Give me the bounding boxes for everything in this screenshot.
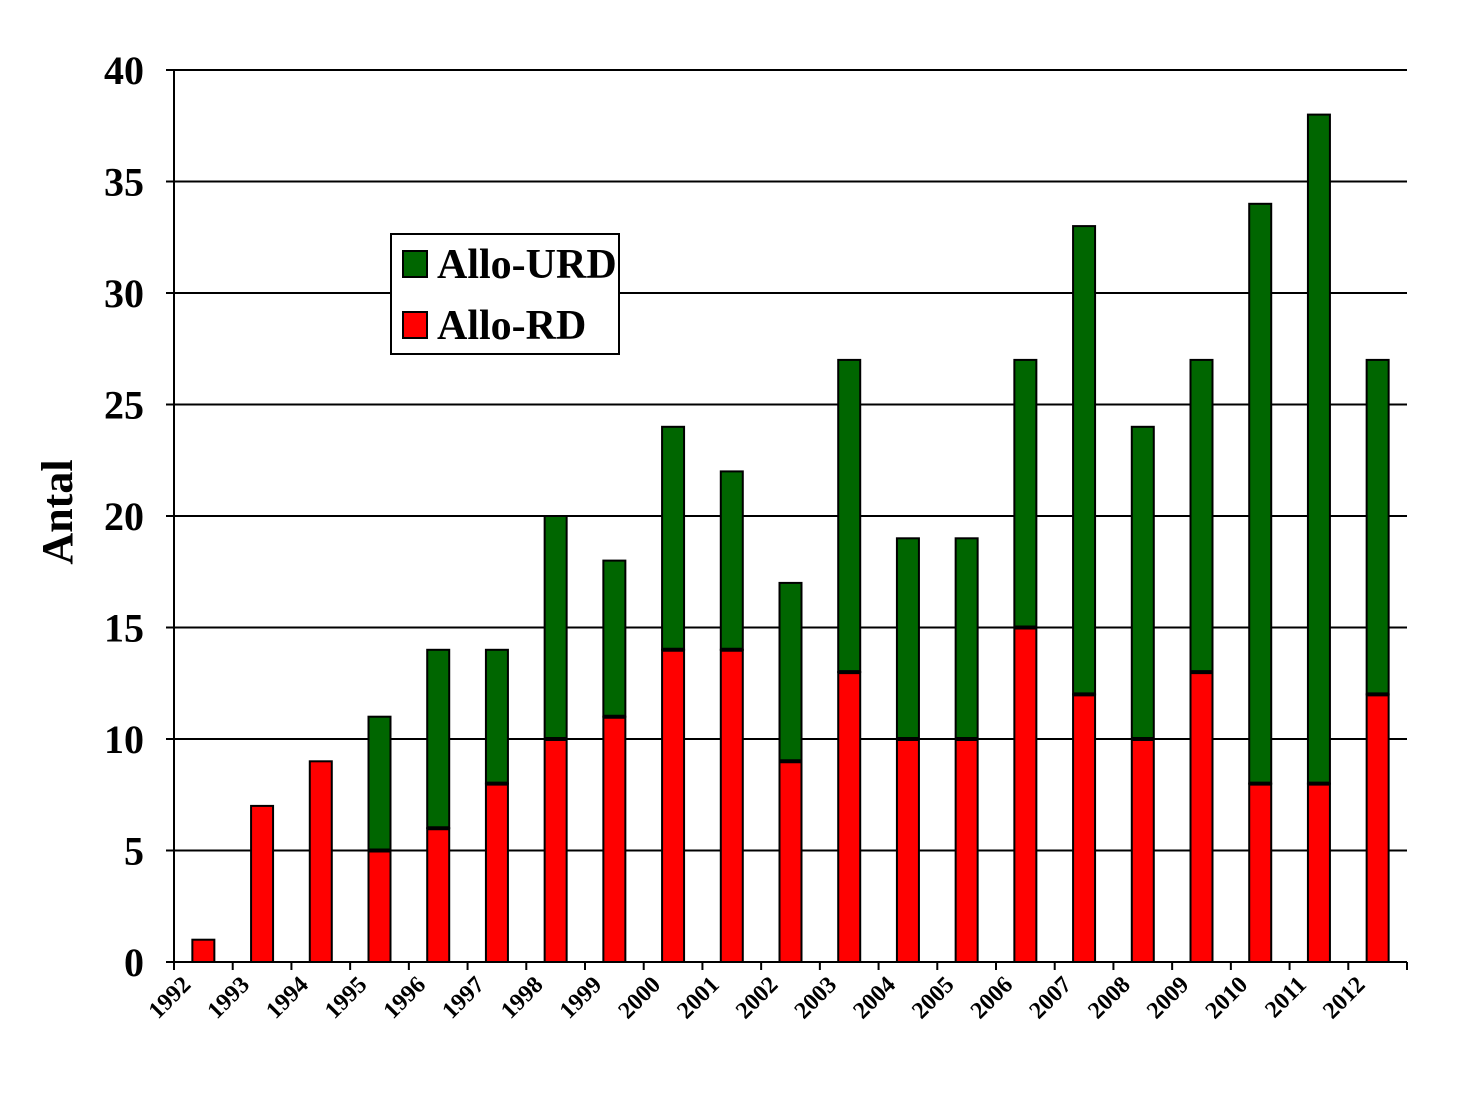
bar-allo-rd-1997 — [484, 782, 509, 963]
x-tick-label: 2009 — [1142, 972, 1194, 1024]
bar-allo-rd-2007 — [1072, 693, 1097, 964]
bar-allo-urd-2000 — [661, 425, 686, 651]
legend-swatch-allo-rd — [402, 311, 428, 339]
bar-allo-rd-1999 — [602, 715, 627, 964]
y-tick-label: 5 — [124, 829, 144, 874]
x-tick-label: 2004 — [848, 972, 900, 1024]
bar-allo-rd-2011 — [1306, 782, 1331, 963]
bar-allo-urd-2004 — [895, 537, 920, 740]
bar-allo-rd-1998 — [543, 738, 568, 963]
legend-label-allo-urd: Allo-URD — [437, 242, 617, 288]
y-tick-label: 10 — [104, 717, 144, 762]
bar-allo-rd-1994 — [308, 760, 333, 963]
x-tick-label: 2001 — [672, 972, 724, 1024]
x-tick-label: 1999 — [555, 972, 607, 1024]
x-tick-label: 2000 — [614, 972, 666, 1024]
bar-allo-urd-2006 — [1013, 358, 1038, 629]
x-tick-label: 2010 — [1201, 972, 1253, 1024]
bar-allo-rd-2006 — [1013, 626, 1038, 963]
bars — [191, 113, 1390, 964]
bar-allo-rd-2001 — [719, 648, 744, 963]
x-tick-label: 2007 — [1025, 972, 1077, 1024]
bar-allo-rd-2004 — [895, 738, 920, 963]
legend-box — [390, 233, 620, 355]
bar-allo-rd-1993 — [250, 804, 275, 964]
bar-allo-rd-2000 — [661, 648, 686, 963]
y-tick-label: 35 — [104, 160, 144, 205]
x-tick-label: 1994 — [261, 972, 313, 1024]
x-tick-label: 2002 — [731, 972, 783, 1024]
x-tick-label: 2005 — [907, 972, 959, 1024]
x-tick-label: 1997 — [437, 972, 489, 1024]
bar-allo-urd-1997 — [484, 648, 509, 785]
x-tick-label: 1996 — [379, 972, 431, 1024]
x-tick-label: 1993 — [203, 972, 255, 1024]
bar-allo-rd-1996 — [426, 827, 451, 964]
legend: Allo-URD Allo-RD — [390, 233, 620, 355]
axes — [173, 70, 1408, 970]
bar-allo-rd-2009 — [1189, 671, 1214, 963]
bar-allo-urd-1996 — [426, 648, 451, 830]
bar-allo-urd-2005 — [954, 537, 979, 740]
bar-allo-urd-1998 — [543, 515, 568, 740]
bar-allo-rd-2002 — [778, 760, 803, 963]
x-tick-label: 2003 — [790, 972, 842, 1024]
bar-allo-rd-1995 — [367, 849, 392, 963]
y-tick-label: 15 — [104, 606, 144, 651]
bar-allo-rd-2010 — [1248, 782, 1273, 963]
x-tick-label: 1992 — [144, 972, 196, 1024]
y-tick-label: 40 — [104, 48, 144, 93]
bar-allo-urd-1995 — [367, 715, 392, 852]
bar-allo-urd-2003 — [837, 358, 862, 674]
legend-swatch-allo-urd — [402, 250, 428, 278]
y-tick-label: 0 — [124, 940, 144, 985]
bar-allo-urd-2011 — [1306, 113, 1331, 785]
x-tick-label: 2011 — [1260, 972, 1311, 1023]
bar-allo-urd-2009 — [1189, 358, 1214, 674]
bar-allo-urd-2001 — [719, 470, 744, 651]
y-tick-label: 25 — [104, 383, 144, 428]
legend-label-allo-rd: Allo-RD — [437, 303, 586, 349]
y-axis-label: Antal — [33, 459, 82, 564]
y-tick-label: 20 — [104, 494, 144, 539]
x-tick-label: 1995 — [320, 972, 372, 1024]
bar-allo-rd-2012 — [1365, 693, 1390, 964]
y-tick-labels: 0 5 10 15 20 25 30 35 40 — [104, 48, 144, 985]
bar-allo-urd-2002 — [778, 581, 803, 763]
bar-allo-rd-2005 — [954, 738, 979, 963]
x-tick-label: 2008 — [1083, 972, 1135, 1024]
bar-allo-rd-2008 — [1130, 738, 1155, 963]
y-tick-label: 30 — [104, 271, 144, 316]
bar-allo-urd-2007 — [1072, 225, 1097, 696]
bar-allo-urd-2008 — [1130, 425, 1155, 740]
bar-allo-urd-2010 — [1248, 202, 1273, 785]
bar-allo-urd-1999 — [602, 559, 627, 718]
x-tick-labels: 1992 1993 1994 1995 1996 1997 1998 1999 2000 2001… — [144, 972, 1371, 1024]
x-tick-label: 1998 — [496, 972, 548, 1024]
x-tick-label: 2012 — [1318, 972, 1370, 1024]
bar-allo-urd-2012 — [1365, 358, 1390, 696]
bar-allo-rd-1992 — [191, 938, 216, 964]
x-tick-label: 2006 — [966, 972, 1018, 1024]
bar-allo-rd-2003 — [837, 671, 862, 963]
